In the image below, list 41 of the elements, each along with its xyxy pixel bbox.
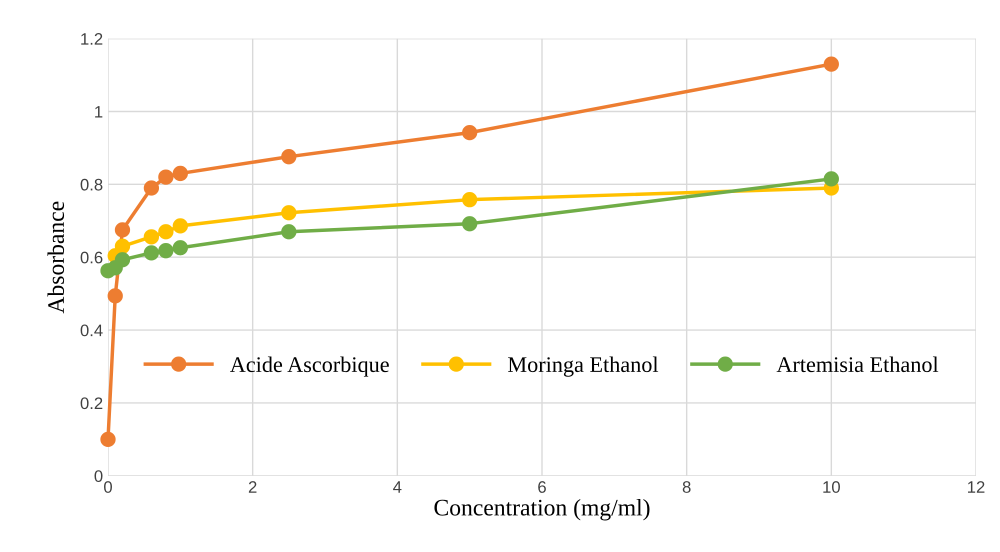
point: [172, 218, 188, 234]
point: [114, 238, 130, 254]
point: [144, 245, 160, 260]
x-tick-label: 12: [968, 481, 984, 493]
point: [172, 166, 188, 182]
x-tick-label: 0: [104, 481, 112, 493]
x-axis-title: Concentration (mg/ml): [434, 499, 650, 520]
point: [281, 224, 296, 240]
legend-label: Moringa Ethanol: [508, 356, 658, 377]
point: [281, 149, 296, 164]
point: [824, 171, 839, 187]
point: [144, 229, 160, 244]
legend-label: Acide Ascorbique: [230, 356, 389, 377]
point: [281, 205, 296, 220]
legend-label: Artemisia Ethanol: [776, 356, 938, 372]
point: [462, 192, 478, 208]
point: [824, 56, 839, 72]
x-tick-label: 10: [823, 481, 840, 493]
y-tick-label: 0: [94, 470, 102, 482]
y-tick-label: 0.2: [80, 397, 102, 410]
y-axis-title: Absorbance: [47, 202, 64, 314]
point: [144, 180, 160, 196]
point: [462, 216, 478, 232]
point: [100, 432, 116, 448]
y-tick-label: 0.4: [80, 324, 103, 336]
y-tick-label: 0.8: [80, 178, 102, 191]
point: [108, 288, 123, 304]
y-tick-label: 1: [95, 106, 102, 118]
point: [114, 252, 130, 268]
point: [158, 243, 174, 258]
x-tick-label: 2: [248, 481, 256, 493]
point: [158, 224, 174, 240]
y-tick-label: 1.2: [81, 33, 102, 45]
x-tick-label: 6: [538, 481, 546, 493]
y-tick-label: 0.6: [80, 252, 102, 264]
x-tick-label: 4: [393, 481, 402, 493]
x-tick-label: 8: [682, 481, 691, 493]
point: [158, 169, 174, 185]
point: [114, 222, 130, 238]
point: [462, 124, 478, 140]
point: [172, 240, 188, 256]
